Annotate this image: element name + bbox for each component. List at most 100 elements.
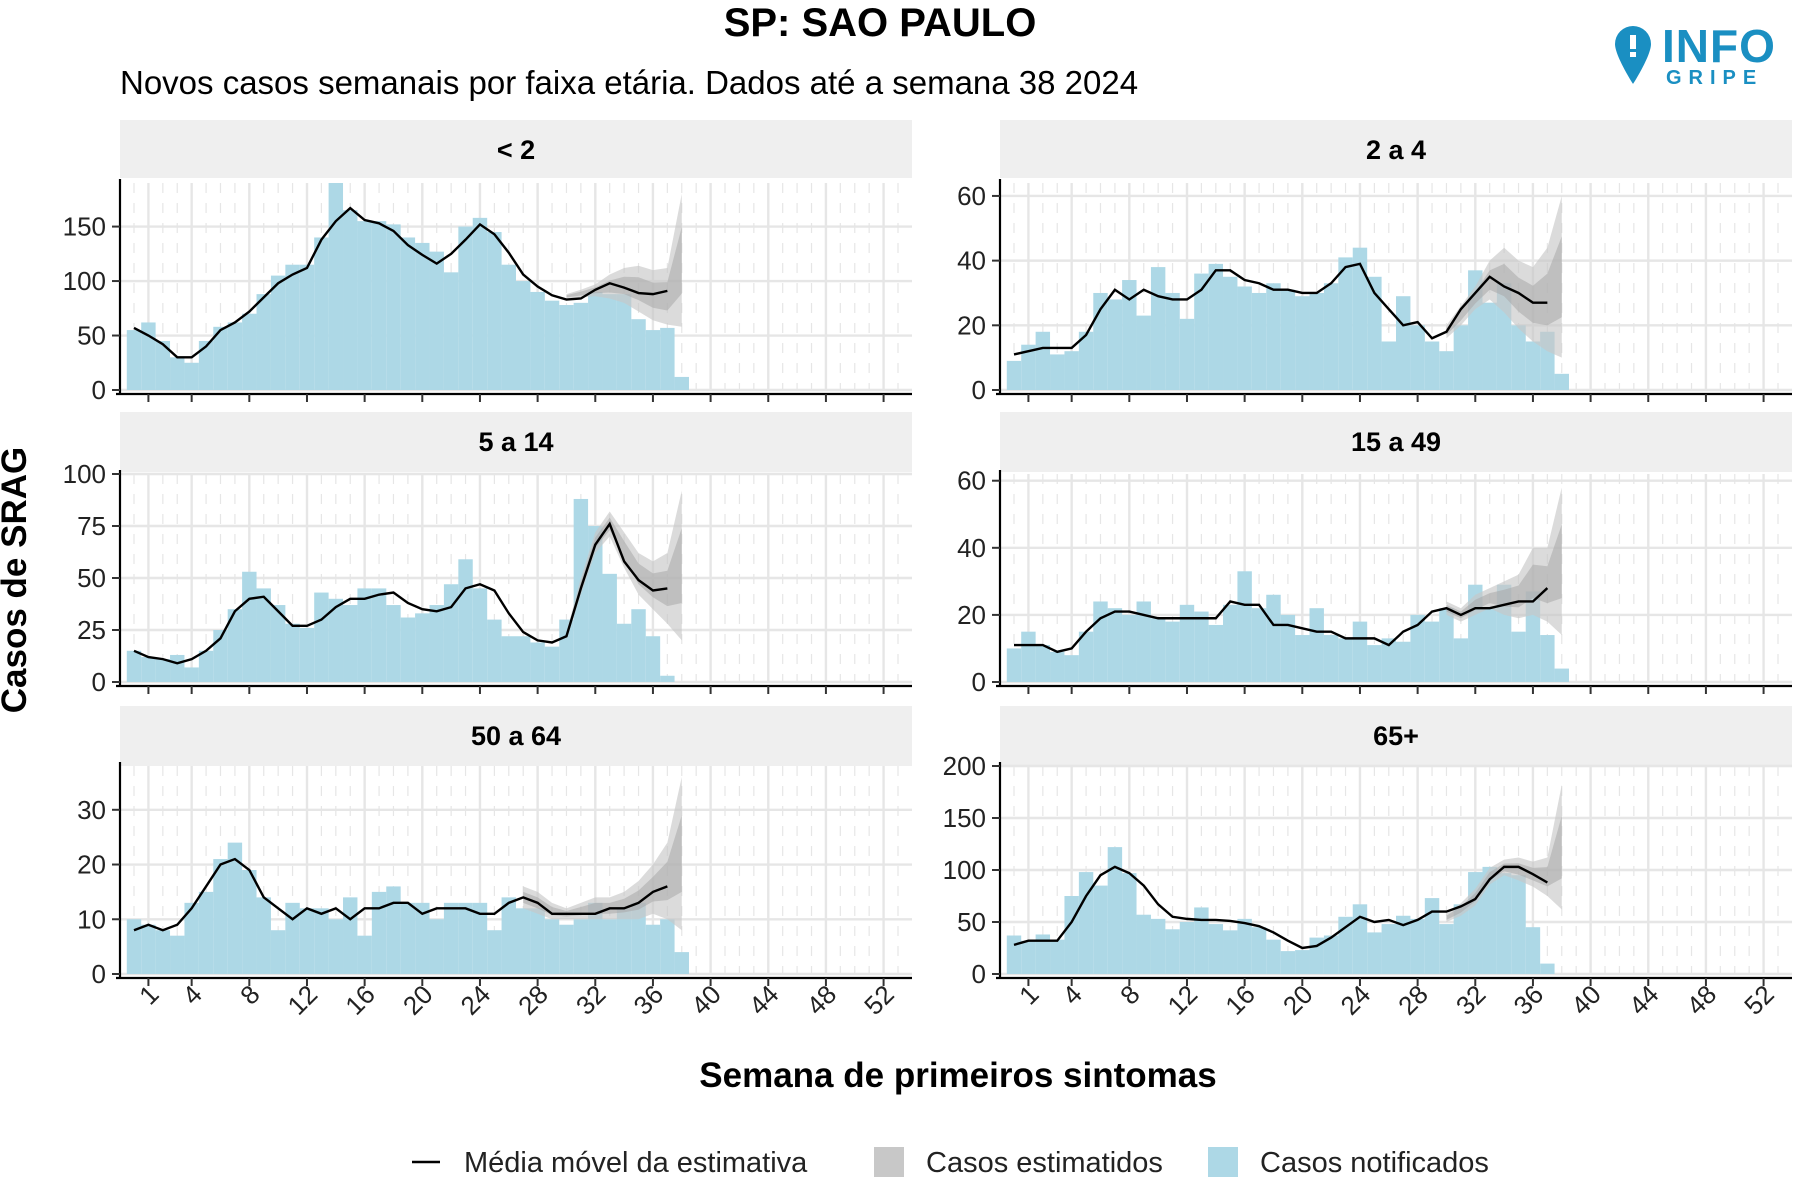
bar-notified	[559, 619, 574, 682]
bar-notified	[516, 908, 531, 974]
bar-notified	[530, 642, 545, 682]
moving-average-line	[1013, 262, 1548, 356]
bar-notified	[357, 221, 372, 390]
bar-notified	[1396, 296, 1411, 390]
bar-notified	[1424, 341, 1440, 390]
bar-notified	[602, 294, 617, 390]
y-tick-label: 50	[77, 321, 106, 351]
bar-notified	[544, 646, 560, 682]
x-tick-label: 16	[339, 979, 381, 1021]
x-tick-label: 44	[1623, 979, 1665, 1021]
panel-2: 2 a 4 0 20 40 60	[957, 120, 1792, 405]
panel-4: 15 a 49 0 20 40 60	[957, 412, 1792, 697]
y-tick-label: 50	[77, 563, 106, 593]
bar-notified	[1223, 276, 1238, 390]
bar-notified	[631, 319, 646, 390]
bar-notified	[213, 859, 228, 974]
bar-notified	[227, 322, 243, 390]
bar-notified	[631, 609, 646, 682]
bar-notified	[285, 902, 300, 974]
bar-notified	[1122, 280, 1137, 390]
bar-notified	[314, 237, 329, 390]
bar-notified	[1150, 267, 1166, 390]
y-tick-label: 25	[77, 615, 106, 645]
bar-notified	[299, 264, 315, 390]
bar-notified	[1006, 935, 1022, 974]
bar-notified	[1453, 904, 1469, 974]
bar-notified	[400, 617, 416, 682]
bar-notified	[1165, 621, 1180, 682]
facet-strip-label: 65+	[1373, 721, 1419, 751]
bar-notified	[1035, 645, 1051, 682]
bar-notified	[1064, 655, 1079, 682]
bar-notified	[1554, 373, 1569, 390]
y-tick-label: 200	[943, 751, 986, 781]
x-tick-label: 36	[1508, 979, 1550, 1021]
bar-notified	[343, 605, 358, 682]
bar-notified	[386, 886, 401, 974]
bar-notified	[1165, 292, 1180, 390]
bar-notified	[1251, 292, 1267, 390]
panel-1: < 2 0 50 100 150	[63, 120, 912, 405]
bar-notified	[516, 636, 531, 682]
bar-notified	[1352, 904, 1368, 974]
bar-notified	[429, 605, 444, 682]
bar-notified	[1179, 318, 1195, 390]
bar-notified	[544, 919, 560, 974]
y-tick-label: 0	[92, 667, 106, 697]
logo-pin-dot	[1630, 52, 1636, 57]
band-estimate-inner	[1446, 524, 1562, 619]
bar-notified	[1381, 924, 1396, 974]
bar-notified	[299, 908, 315, 974]
bar-notified	[285, 623, 300, 682]
bar-notified	[1453, 325, 1469, 390]
bar-notified	[1165, 929, 1180, 974]
facet-strip-label: 2 a 4	[1366, 135, 1426, 165]
band-estimate-inner	[523, 815, 682, 917]
x-tick-label: 24	[1335, 979, 1377, 1021]
y-tick-label: 75	[77, 511, 106, 541]
bar-notified	[242, 870, 257, 974]
bar-notified	[1482, 608, 1497, 682]
bar-notified	[645, 636, 661, 682]
facet-strip	[1000, 706, 1792, 766]
bar-notified	[1295, 635, 1310, 682]
bar-notified	[328, 183, 344, 390]
bar-notified	[487, 232, 502, 390]
x-tick-label: 24	[455, 979, 497, 1021]
bar-notified	[1122, 614, 1137, 682]
y-tick-label: 60	[957, 181, 986, 211]
bar-notified	[1367, 276, 1382, 390]
bar-notified	[1280, 614, 1296, 682]
bar-notified	[1338, 916, 1353, 974]
bar-notified	[501, 897, 516, 974]
bar-notified	[1136, 601, 1151, 682]
legend-label: Média móvel da estimativa	[464, 1147, 808, 1179]
chart-subtitle: Novos casos semanais por faixa etária. D…	[120, 64, 1138, 101]
bar-notified	[270, 605, 286, 682]
bar-notified	[415, 902, 430, 974]
bar-notified	[1078, 331, 1094, 390]
bar-notified	[1266, 939, 1281, 974]
bar-notified	[1424, 898, 1440, 974]
x-tick-label: 16	[1219, 979, 1261, 1021]
bar-notified	[371, 221, 387, 390]
bar-notified	[285, 264, 300, 390]
moving-average-line	[1013, 865, 1548, 950]
y-tick-label: 40	[957, 246, 986, 276]
bar-notified	[1194, 907, 1209, 974]
bar-notified	[429, 251, 444, 390]
bar-notified	[1323, 935, 1339, 974]
bar-notified	[1035, 934, 1051, 974]
bar-notified	[1496, 873, 1512, 974]
bar-notified	[270, 275, 286, 390]
bar-notified	[472, 588, 488, 682]
bar-notified	[256, 588, 271, 682]
bar-notified	[1352, 247, 1368, 390]
bar-notified	[559, 305, 574, 390]
bar-notified	[1554, 668, 1569, 682]
bar-notified	[1540, 635, 1555, 682]
x-tick-label: 48	[801, 979, 843, 1021]
bar-notified	[1122, 873, 1137, 974]
